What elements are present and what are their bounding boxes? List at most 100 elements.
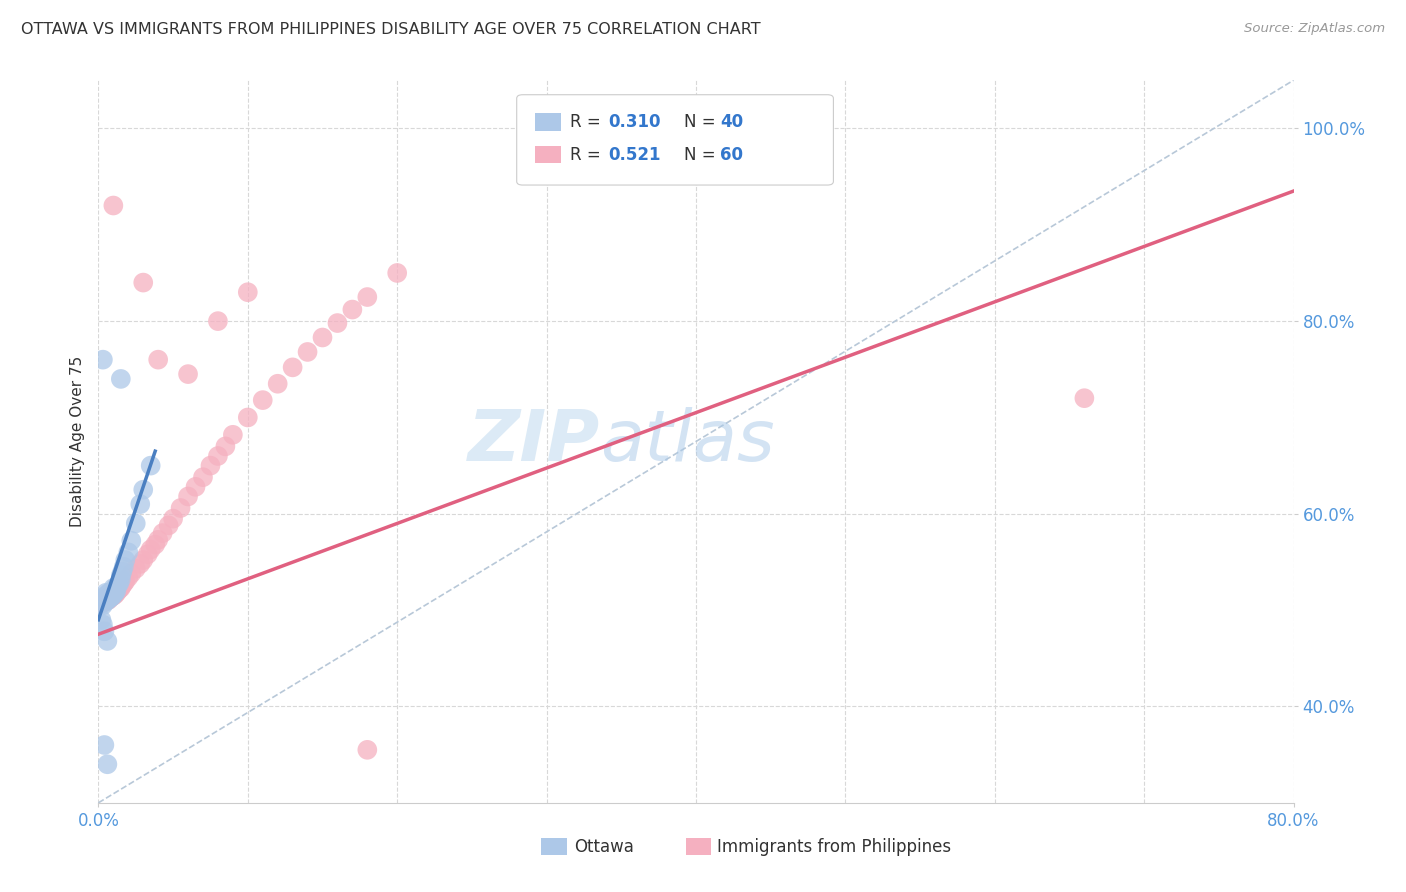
Point bbox=[236, 285, 259, 300]
Point bbox=[252, 393, 274, 408]
Point bbox=[110, 372, 132, 386]
Point bbox=[132, 553, 155, 567]
Point bbox=[132, 276, 155, 290]
Point bbox=[97, 591, 120, 606]
Y-axis label: Disability Age Over 75: Disability Age Over 75 bbox=[69, 356, 84, 527]
Point bbox=[177, 367, 200, 381]
Text: Source: ZipAtlas.com: Source: ZipAtlas.com bbox=[1244, 22, 1385, 36]
Point bbox=[104, 588, 127, 602]
Point bbox=[101, 590, 124, 604]
Point bbox=[105, 583, 128, 598]
Point bbox=[97, 592, 120, 607]
Point bbox=[125, 516, 148, 531]
Point bbox=[97, 586, 120, 600]
Point bbox=[108, 582, 131, 596]
Point bbox=[177, 490, 200, 504]
Point bbox=[114, 553, 136, 567]
Point bbox=[98, 591, 122, 605]
Point bbox=[94, 586, 117, 600]
Point bbox=[96, 757, 118, 772]
Point bbox=[90, 613, 112, 627]
Point bbox=[103, 588, 125, 602]
Point bbox=[93, 738, 115, 752]
Text: OTTAWA VS IMMIGRANTS FROM PHILIPPINES DISABILITY AGE OVER 75 CORRELATION CHART: OTTAWA VS IMMIGRANTS FROM PHILIPPINES DI… bbox=[21, 22, 761, 37]
Text: Immigrants from Philippines: Immigrants from Philippines bbox=[717, 838, 952, 855]
Point bbox=[93, 624, 115, 639]
Text: N =: N = bbox=[685, 145, 721, 164]
Text: ZIP: ZIP bbox=[468, 407, 600, 476]
Point bbox=[94, 593, 117, 607]
Point bbox=[105, 583, 128, 598]
Point bbox=[207, 449, 229, 463]
FancyBboxPatch shape bbox=[534, 113, 561, 131]
Point bbox=[108, 576, 131, 591]
Point bbox=[120, 533, 142, 548]
Point bbox=[111, 578, 134, 592]
Point bbox=[125, 562, 148, 576]
Point bbox=[281, 360, 304, 375]
FancyBboxPatch shape bbox=[517, 95, 834, 185]
Text: 0.521: 0.521 bbox=[609, 145, 661, 164]
Point bbox=[112, 559, 135, 574]
Point bbox=[129, 557, 152, 571]
Point bbox=[90, 593, 112, 607]
Point bbox=[152, 526, 174, 541]
Point bbox=[96, 588, 118, 602]
Point bbox=[385, 266, 409, 280]
Point bbox=[96, 591, 118, 605]
Text: 40: 40 bbox=[720, 113, 742, 131]
Point bbox=[93, 595, 115, 609]
Point bbox=[110, 581, 132, 595]
Point bbox=[356, 743, 378, 757]
Point bbox=[311, 330, 333, 344]
Point bbox=[117, 545, 139, 559]
Point bbox=[96, 593, 118, 607]
Text: 0.310: 0.310 bbox=[609, 113, 661, 131]
Point bbox=[91, 352, 114, 367]
Point bbox=[98, 587, 122, 601]
Point bbox=[97, 589, 120, 603]
Point bbox=[96, 634, 118, 648]
Point bbox=[114, 574, 136, 589]
Point bbox=[132, 483, 155, 497]
Point bbox=[110, 579, 132, 593]
Point bbox=[90, 596, 112, 610]
Point bbox=[101, 586, 124, 600]
Point bbox=[103, 581, 125, 595]
Point bbox=[107, 583, 129, 598]
Point bbox=[110, 568, 132, 582]
Point bbox=[356, 290, 378, 304]
Point bbox=[101, 590, 124, 604]
Point bbox=[169, 501, 191, 516]
Point bbox=[120, 566, 142, 581]
Point bbox=[1073, 391, 1095, 405]
Point bbox=[101, 588, 124, 602]
FancyBboxPatch shape bbox=[534, 146, 561, 163]
Point bbox=[96, 593, 118, 607]
Point bbox=[342, 302, 364, 317]
Point bbox=[162, 511, 184, 525]
Point bbox=[214, 439, 236, 453]
Point bbox=[297, 345, 319, 359]
Text: 60: 60 bbox=[720, 145, 742, 164]
Point bbox=[103, 198, 125, 212]
Point bbox=[105, 580, 128, 594]
Text: R =: R = bbox=[571, 113, 606, 131]
Point bbox=[157, 518, 180, 533]
Point bbox=[94, 589, 117, 603]
Point bbox=[104, 582, 127, 596]
Point bbox=[222, 427, 245, 442]
Point bbox=[326, 316, 349, 330]
Text: Ottawa: Ottawa bbox=[574, 838, 634, 855]
Point bbox=[98, 591, 122, 605]
Point bbox=[139, 542, 162, 557]
Point bbox=[93, 593, 115, 607]
Point bbox=[136, 547, 159, 561]
Point bbox=[236, 410, 259, 425]
Point bbox=[207, 314, 229, 328]
Point bbox=[94, 591, 117, 606]
Point bbox=[91, 599, 114, 613]
Point bbox=[103, 589, 125, 603]
Point bbox=[105, 586, 128, 600]
Point bbox=[112, 576, 135, 591]
